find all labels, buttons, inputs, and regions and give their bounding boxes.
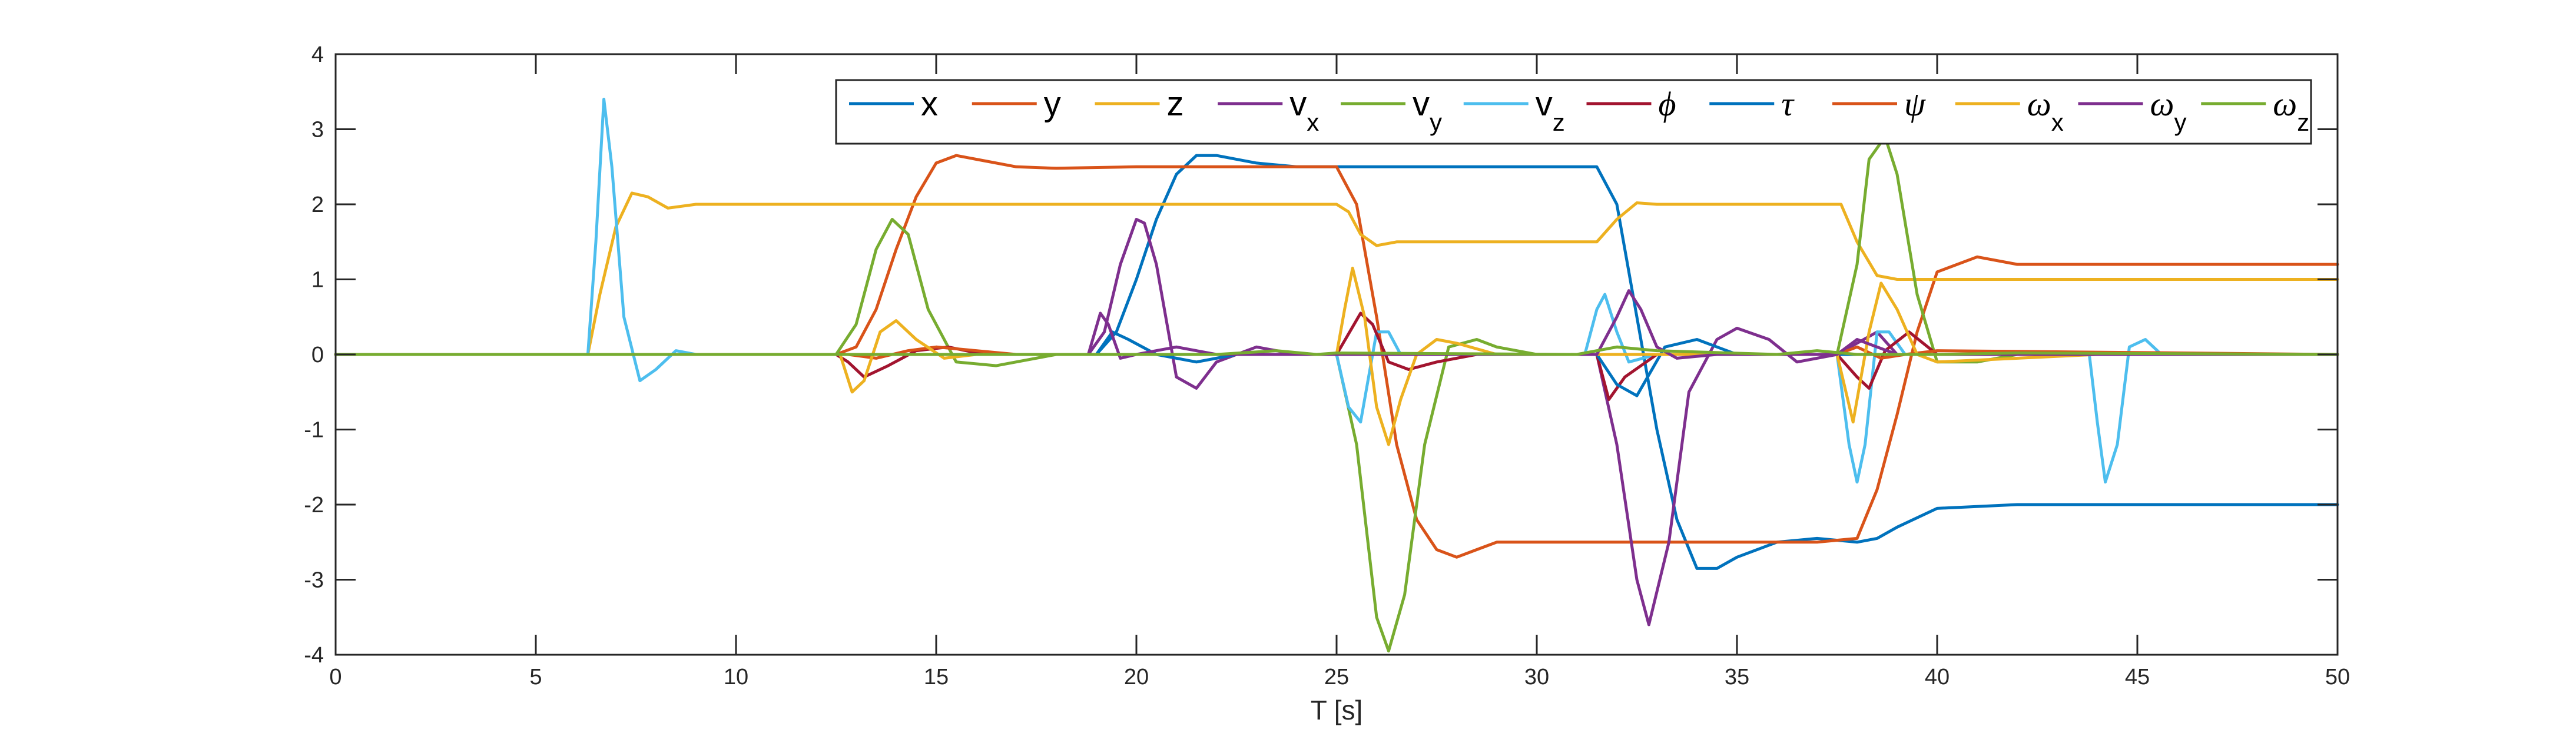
y-tick-label: 3 [311,118,324,142]
y-tick-label: -4 [304,643,324,668]
legend-label: z [1167,85,1184,123]
legend-label: y [1044,85,1061,123]
series-line-3 [334,191,2339,356]
legend-label: τ [1781,85,1795,123]
legend-label: ωz [2273,85,2309,136]
series-line-6 [334,98,2339,484]
x-tick-label: 40 [1925,665,1950,689]
x-tick-label: 25 [1324,665,1349,689]
y-tick-label: 2 [311,193,324,217]
legend-label: ψ [1904,85,1926,123]
series-line-12 [334,345,2339,356]
legend: x y z vx vy vz ϕ τ ψ ωx ωy ωz [835,79,2312,145]
x-tick-label: 45 [2125,665,2150,689]
x-tick-label: 35 [1725,665,1749,689]
x-tick-label: 0 [329,665,342,689]
y-tick-label: -1 [304,418,324,443]
y-tick-label: -2 [304,493,324,518]
legend-label: ωy [2150,85,2187,136]
legend-label: x [921,85,938,123]
legend-box [835,79,2312,145]
legend-label: vy [1413,85,1442,136]
axes: 0 5 10 15 20 25 30 35 40 45 50 -4 -3 -2 -1 0 1 2 3 4 T [s] [304,42,2350,725]
series-line-5 [334,135,2339,653]
x-tick-label: 50 [2325,665,2350,689]
legend-label: ωx [2027,85,2064,136]
legend-label: vx [1289,85,1319,136]
series-line-11 [334,289,2339,360]
x-tick-label: 20 [1124,665,1149,689]
x-tick-label: 5 [529,665,542,689]
x-tick-label: 15 [924,665,949,689]
y-tick-label: 4 [311,42,324,67]
series-line-1 [334,154,2339,570]
x-axis-label: T [s] [1311,695,1363,725]
legend-label: ϕ [1659,85,1676,123]
series-line-10 [334,266,2339,446]
y-tick-label: 1 [311,268,324,293]
x-tick-label: 10 [724,665,748,689]
series-line-2 [334,154,2339,559]
plot-area [334,98,2339,653]
y-tick-label: 0 [311,343,324,367]
y-tick-label: -3 [304,568,324,593]
series-line-7 [334,311,2339,401]
x-tick-label: 30 [1524,665,1549,689]
legend-label: vz [1536,85,1565,136]
